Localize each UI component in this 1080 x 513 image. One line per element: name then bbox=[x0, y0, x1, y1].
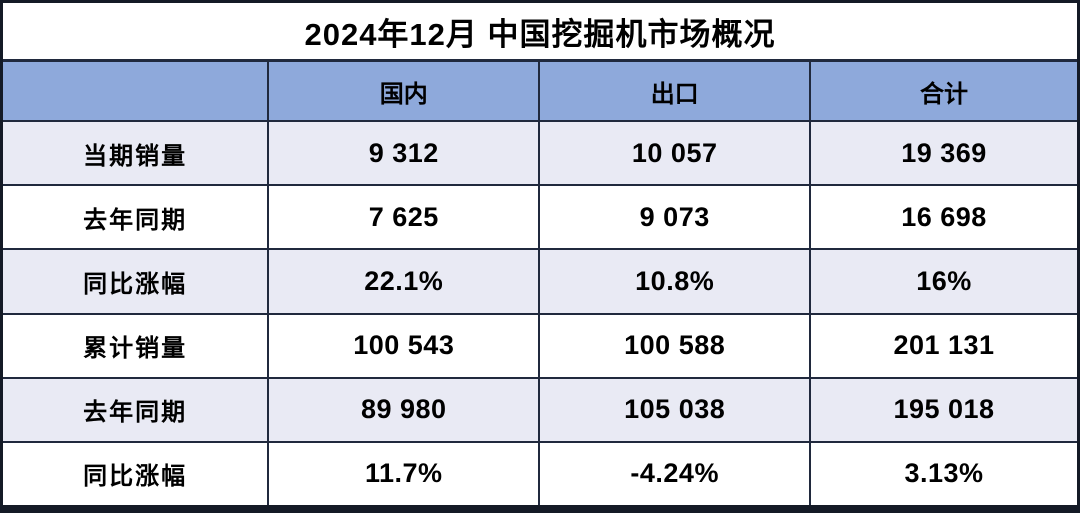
header-cell-empty bbox=[3, 62, 267, 120]
row-label: 去年同期 bbox=[83, 206, 188, 234]
table-row-cumulative-sales: 累计销量 100 543 100 588 201 131 bbox=[3, 312, 1077, 377]
table-row-yoy-change: 同比涨幅 22.1% 10.8% 16% bbox=[3, 248, 1077, 313]
cell-value: 9 073 bbox=[538, 186, 809, 249]
cell-value: -4.24% bbox=[538, 442, 809, 506]
cell-value: 22.1% bbox=[267, 250, 538, 313]
cell-value: 105 038 bbox=[538, 378, 809, 441]
cell-value: 10.8% bbox=[538, 250, 809, 313]
row-label: 同比涨幅 bbox=[83, 463, 188, 491]
cell-value: 201 131 bbox=[809, 314, 1077, 377]
table-row-cumulative-yoy-change: 同比涨幅 11.7% -4.24% 3.13% bbox=[3, 440, 1077, 506]
cell-value: 11.7% bbox=[267, 442, 538, 506]
header-row: 国内 出口 合计 bbox=[3, 62, 1077, 120]
cell-value: 100 543 bbox=[267, 314, 538, 377]
row-label: 同比涨幅 bbox=[83, 270, 188, 298]
table-row-prior-year-cumulative: 去年同期 89 980 105 038 195 018 bbox=[3, 376, 1077, 441]
cell-value: 3.13% bbox=[809, 442, 1077, 506]
cell-value: 10 057 bbox=[538, 122, 809, 185]
row-label: 去年同期 bbox=[83, 399, 188, 427]
cell-value: 100 588 bbox=[538, 314, 809, 377]
cell-value: 9 312 bbox=[267, 122, 538, 185]
cell-value: 89 980 bbox=[267, 378, 538, 441]
row-label: 当期销量 bbox=[83, 142, 188, 170]
cell-value: 16 698 bbox=[809, 186, 1077, 249]
cell-value: 195 018 bbox=[809, 378, 1077, 441]
cell-value: 7 625 bbox=[267, 186, 538, 249]
header-cell-total: 合计 bbox=[809, 62, 1077, 120]
table-grid: 国内 出口 合计 当期销量 9 312 10 057 19 369 去年同期 7… bbox=[3, 62, 1077, 506]
table-row-prior-year-period: 去年同期 7 625 9 073 16 698 bbox=[3, 184, 1077, 249]
header-cell-export: 出口 bbox=[538, 62, 809, 120]
table-row-current-sales: 当期销量 9 312 10 057 19 369 bbox=[3, 120, 1077, 185]
table-title: 2024年12月 中国挖掘机市场概况 bbox=[3, 3, 1077, 62]
cell-value: 16% bbox=[809, 250, 1077, 313]
cell-value: 19 369 bbox=[809, 122, 1077, 185]
header-cell-domestic: 国内 bbox=[267, 62, 538, 120]
row-label: 累计销量 bbox=[83, 335, 188, 363]
